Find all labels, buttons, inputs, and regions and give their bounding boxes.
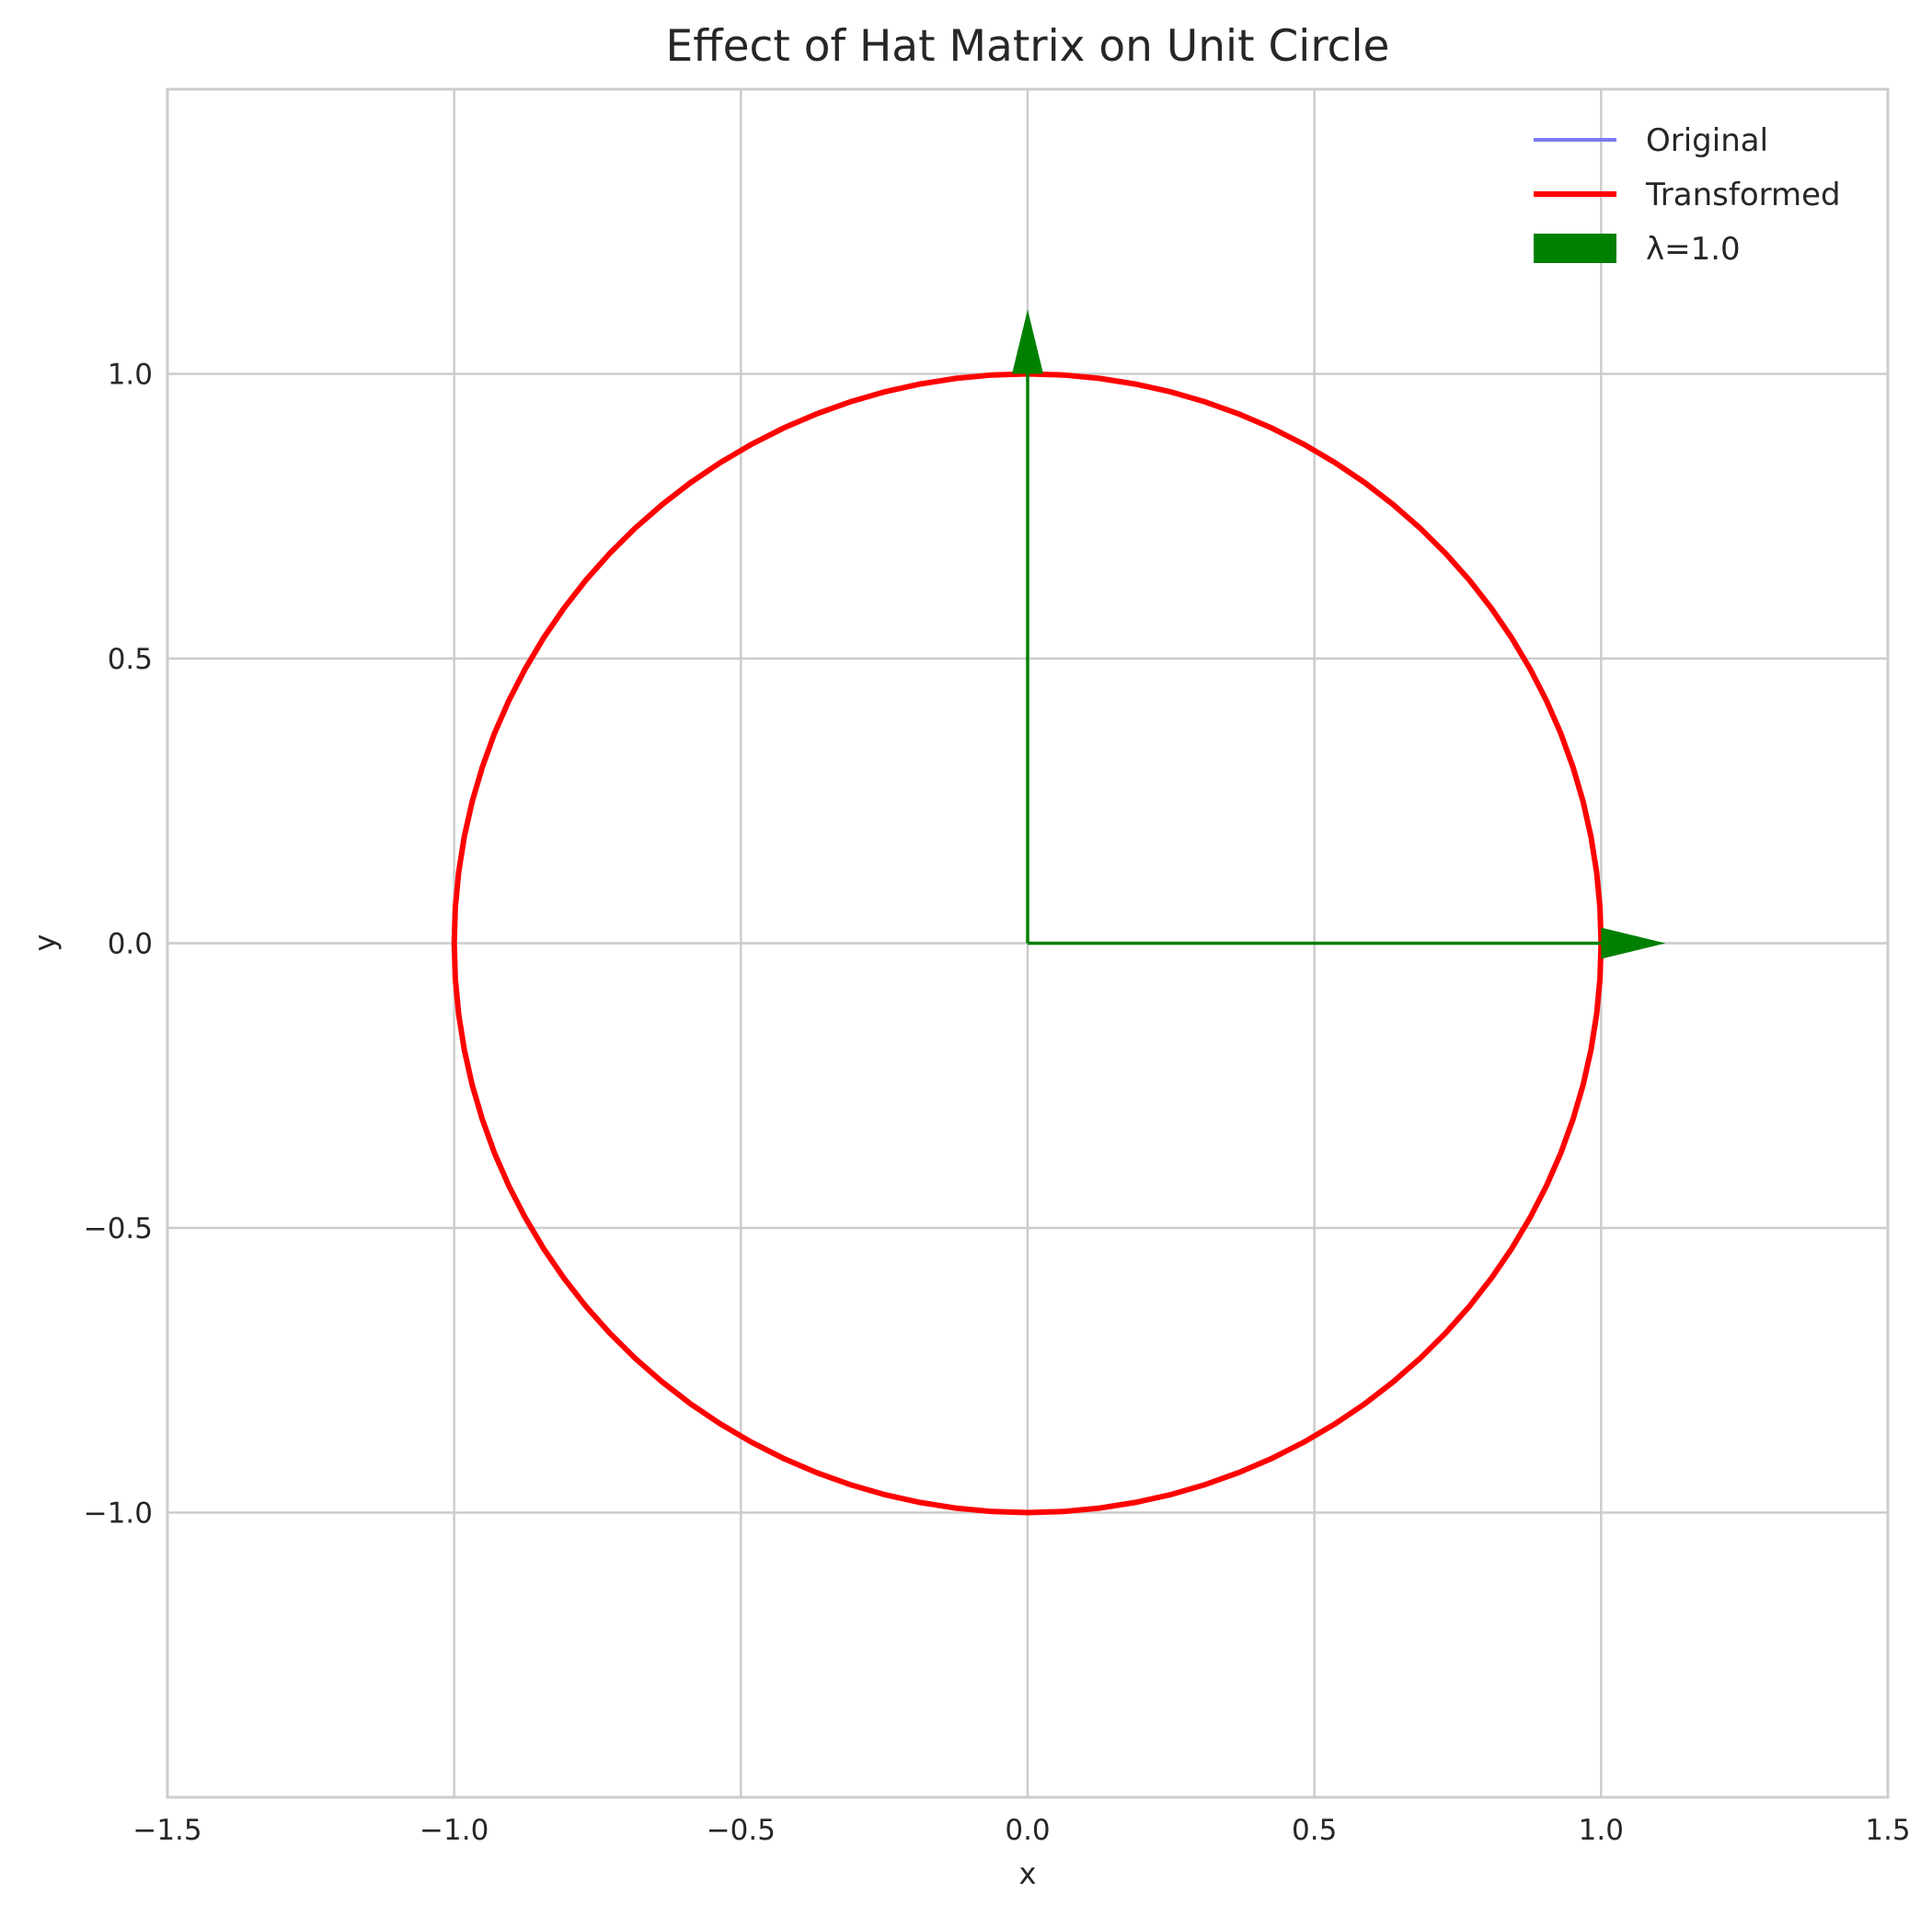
plot-frame [166,87,1890,1799]
x-tick-label: 0.5 [1292,1814,1337,1847]
legend-label: Transformed [1645,177,1841,213]
legend-swatch [1534,234,1616,263]
legend: Original Transformed λ=1.0 [1534,122,1841,268]
x-tick-label: −0.5 [707,1814,776,1847]
legend-label: λ=1.0 [1646,231,1741,268]
x-tick-label: 1.0 [1579,1814,1624,1847]
y-tick-label: −1.0 [84,1497,153,1531]
arrow-head-0 [1601,927,1666,959]
arrow-head-1 [1012,309,1043,374]
y-tick-label: −0.5 [84,1212,153,1245]
series-transformed [451,371,1604,1516]
x-tick-label: 0.0 [1005,1814,1050,1847]
x-axis-label: x [1019,1856,1037,1891]
x-ticks: −1.5 −1.0 −0.5 0.0 0.5 1.0 1.5 [132,1814,1910,1847]
y-tick-label: 0.5 [108,643,153,676]
chart-title: Effect of Hat Matrix on Unit Circle [666,21,1390,72]
series-layer [451,371,1604,1516]
y-tick-label: 1.0 [108,359,153,392]
y-ticks: −1.0 −0.5 0.0 0.5 1.0 [84,359,153,1531]
x-tick-label: 1.5 [1865,1814,1910,1847]
x-tick-label: −1.5 [132,1814,201,1847]
legend-label: Original [1646,122,1768,159]
y-tick-label: 0.0 [108,928,153,961]
y-axis-label: y [28,935,63,952]
x-tick-label: −1.0 [420,1814,489,1847]
arrow-layer [1012,309,1666,959]
